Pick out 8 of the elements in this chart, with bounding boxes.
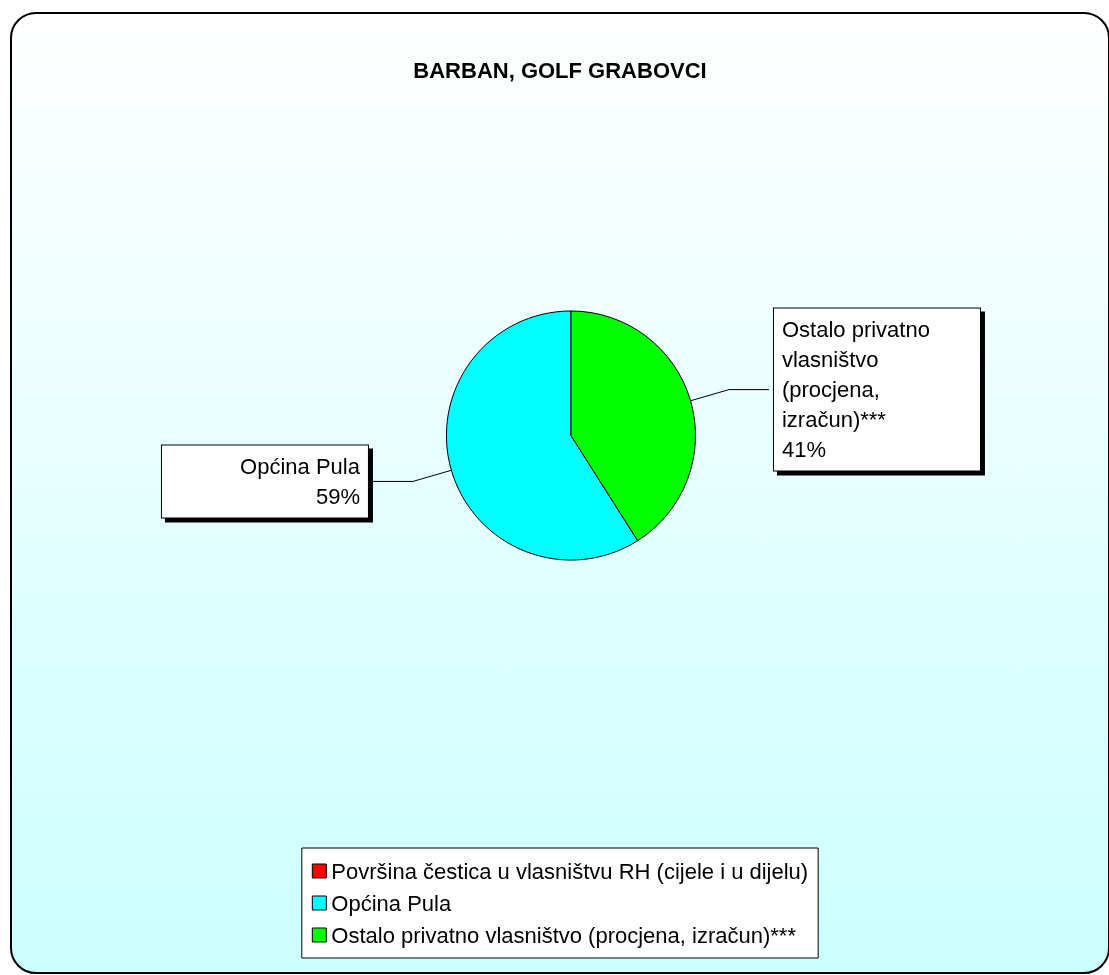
data-label: 41% xyxy=(781,437,827,463)
data-label: 59% xyxy=(315,483,360,509)
chart-title: BARBAN, GOLF GRABOVCI xyxy=(413,57,707,83)
legend-label: Ostalo privatno vlasništvo (procjena, izračun)*** xyxy=(331,922,797,948)
slice-label: Ostalo privatno vlasništvo (procjena, izračun)*** xyxy=(781,317,937,433)
legend-label: Općina Pula xyxy=(331,890,452,916)
legend-label: Površina čestica u vlasništvu RH (cijele i u dijelu) xyxy=(331,858,809,884)
slice-label: Općina Pula xyxy=(240,453,361,479)
